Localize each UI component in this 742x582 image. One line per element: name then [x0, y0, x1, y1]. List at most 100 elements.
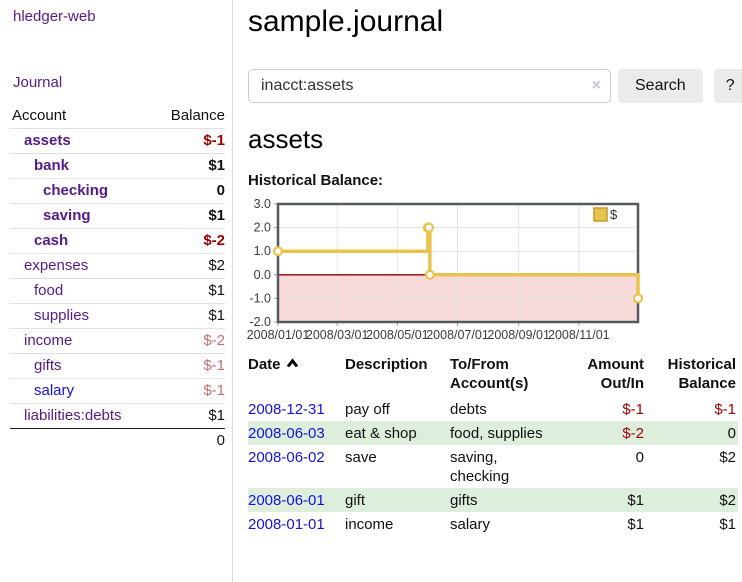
svg-text:2.0: 2.0: [254, 221, 271, 235]
search-input[interactable]: [248, 69, 611, 103]
register-row: 2008-06-01 gift gifts $1 $2: [248, 488, 738, 512]
transaction-description: income: [345, 515, 394, 533]
account-balance: $-1: [117, 378, 225, 404]
account-row: expenses $2: [10, 253, 225, 279]
svg-text:3.0: 3.0: [254, 197, 271, 211]
svg-text:2008/07/01: 2008/07/01: [426, 328, 489, 342]
accounts-col-balance: Balance: [170, 107, 225, 124]
transaction-accounts: saving, checking: [450, 448, 510, 485]
transaction-balance: $1: [719, 515, 736, 533]
transaction-balance: $2: [719, 491, 736, 509]
sort-asc-icon: [286, 355, 299, 374]
svg-text:2008/09/01: 2008/09/01: [487, 328, 550, 342]
search-button[interactable]: Search: [618, 69, 703, 103]
account-balance: $1: [117, 403, 225, 429]
transaction-accounts: gifts: [450, 491, 478, 509]
account-balance: $1: [117, 203, 225, 229]
app-title-link[interactable]: hledger-web: [13, 8, 96, 25]
account-link[interactable]: saving: [43, 207, 91, 224]
transaction-amount: $-2: [622, 424, 644, 442]
accounts-table: Account Balance assets $-1 bank $1: [10, 104, 225, 453]
account-balance: $-2: [117, 328, 225, 354]
account-row: checking 0: [10, 178, 225, 204]
transaction-accounts: food, supplies: [450, 424, 543, 442]
clear-search-icon[interactable]: ×: [591, 77, 601, 94]
account-row: income $-2: [10, 328, 225, 354]
transaction-description: eat & shop: [345, 424, 417, 442]
transaction-balance: $2: [719, 448, 736, 466]
help-button[interactable]: ?: [713, 69, 742, 103]
account-row: liabilities:debts $1: [10, 403, 225, 429]
account-balance: $-1: [117, 128, 225, 154]
register-row: 2008-12-31 pay off debts $-1 $-1: [248, 397, 738, 421]
register-row: 2008-01-01 income salary $1 $1: [248, 512, 738, 536]
account-link[interactable]: checking: [43, 182, 109, 199]
register-table: Date Description To/From Account(s) Amou…: [248, 353, 738, 536]
svg-text:$: $: [610, 207, 618, 222]
transaction-date-link[interactable]: 2008-12-31: [248, 400, 325, 418]
register-header-row: Date Description To/From Account(s) Amou…: [248, 353, 738, 397]
account-row: supplies $1: [10, 303, 225, 329]
account-row: cash $-2: [10, 228, 225, 254]
search-bar: × Search ?: [248, 69, 742, 103]
account-link[interactable]: supplies: [34, 307, 90, 324]
account-link[interactable]: liabilities:debts: [24, 407, 122, 424]
account-balance: $-1: [117, 353, 225, 379]
transaction-accounts: salary: [450, 515, 491, 533]
transaction-balance: 0: [727, 424, 736, 442]
account-link[interactable]: bank: [34, 157, 70, 174]
svg-text:-1.0: -1.0: [249, 291, 271, 305]
account-link[interactable]: salary: [34, 382, 75, 399]
svg-text:1.0: 1.0: [254, 244, 271, 258]
account-row: salary $-1: [10, 378, 225, 404]
transaction-description: save: [345, 448, 377, 466]
accounts-total-balance: 0: [117, 428, 225, 453]
transaction-description: pay off: [345, 400, 390, 418]
register-col-balance: Historical Balance: [667, 356, 736, 392]
svg-text:2008/05/01: 2008/05/01: [366, 328, 429, 342]
register-row: 2008-06-03 eat & shop food, supplies $-2…: [248, 421, 738, 445]
balance-chart: 3.0 2.0 1.0 0.0 -1.0 -2.0 2008/01/01 2008/03/01…: [247, 196, 742, 342]
account-link[interactable]: income: [24, 332, 73, 349]
register-col-date[interactable]: Date: [248, 353, 345, 397]
account-link[interactable]: cash: [34, 232, 69, 249]
account-balance: $-2: [117, 228, 225, 254]
account-row: bank $1: [10, 153, 225, 179]
transaction-date-link[interactable]: 2008-01-01: [248, 515, 325, 533]
account-heading: assets: [248, 124, 324, 154]
account-balance: $1: [117, 278, 225, 304]
main-content: sample.journal × Search ? assets Histori…: [233, 0, 742, 582]
account-link[interactable]: food: [34, 282, 64, 299]
sidebar-item-journal[interactable]: Journal: [13, 74, 63, 91]
accounts-table-header: Account Balance: [10, 104, 225, 129]
transaction-amount: $-1: [622, 400, 644, 418]
register-col-description: Description: [345, 356, 428, 373]
transaction-balance: $-1: [714, 400, 736, 418]
svg-text:2008/03/01: 2008/03/01: [306, 328, 369, 342]
account-row: assets $-1: [10, 128, 225, 154]
account-link[interactable]: assets: [24, 132, 71, 149]
sidebar: hledger-web Journal Account Balance asse…: [0, 0, 233, 582]
accounts-total-row: 0: [10, 428, 225, 453]
transaction-accounts: debts: [450, 400, 487, 418]
svg-text:-2.0: -2.0: [249, 315, 271, 329]
transaction-date-link[interactable]: 2008-06-02: [248, 448, 325, 466]
account-row: gifts $-1: [10, 353, 225, 379]
register-row: 2008-06-02 save saving, checking 0 $2: [248, 445, 738, 488]
account-balance: $1: [117, 153, 225, 179]
register-col-amount: Amount Out/In: [587, 356, 644, 392]
svg-text:0.0: 0.0: [254, 268, 271, 282]
account-link[interactable]: gifts: [34, 357, 62, 374]
transaction-date-link[interactable]: 2008-06-01: [248, 491, 325, 509]
account-link[interactable]: expenses: [24, 257, 89, 274]
account-row: saving $1: [10, 203, 225, 229]
register-col-accounts: To/From Account(s): [450, 356, 529, 392]
page-title: sample.journal: [248, 5, 444, 38]
account-balance: 0: [117, 178, 225, 204]
svg-text:2008/01/01: 2008/01/01: [247, 328, 310, 342]
transaction-amount: $1: [627, 491, 644, 509]
transaction-description: gift: [345, 491, 366, 509]
accounts-col-account: Account: [12, 107, 67, 124]
transaction-date-link[interactable]: 2008-06-03: [248, 424, 325, 442]
chart-title: Historical Balance:: [248, 172, 384, 189]
